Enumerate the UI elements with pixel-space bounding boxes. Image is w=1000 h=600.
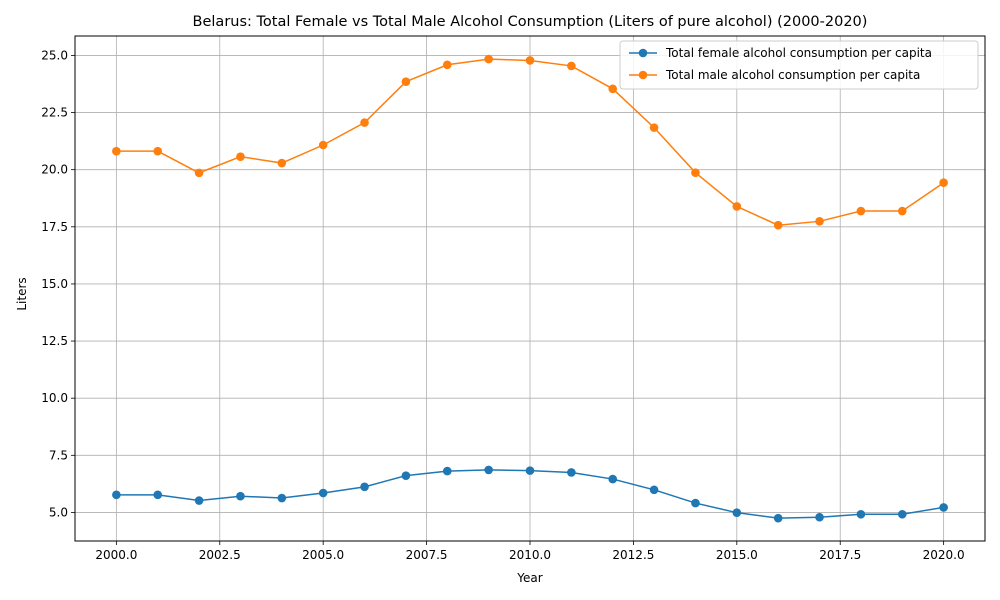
- data-point: [525, 466, 535, 475]
- y-tick-label: 12.5: [41, 334, 68, 348]
- y-tick-label: 5.0: [49, 505, 68, 519]
- x-tick-label: 2002.5: [199, 548, 241, 562]
- data-point: [484, 54, 493, 64]
- data-point: [608, 474, 618, 484]
- data-point: [236, 491, 245, 501]
- x-tick-label: 2010.0: [509, 548, 551, 562]
- data-point: [649, 485, 659, 495]
- y-tick-label: 22.5: [41, 106, 68, 120]
- data-point: [856, 509, 866, 519]
- data-point: [732, 508, 742, 517]
- legend-label: Total male alcohol consumption per capit…: [665, 68, 920, 82]
- data-point: [442, 60, 452, 70]
- legend-swatch-marker: [638, 48, 648, 58]
- x-tick-label: 2017.5: [819, 548, 861, 562]
- data-point: [194, 496, 204, 505]
- data-point: [897, 509, 907, 519]
- series-layer: [112, 54, 948, 523]
- legend-box: [619, 40, 979, 90]
- data-point: [567, 468, 576, 477]
- y-tick-label: 17.5: [41, 220, 68, 234]
- data-point: [112, 490, 121, 500]
- data-point: [649, 123, 659, 132]
- data-point: [691, 498, 700, 508]
- data-point: [360, 482, 369, 492]
- data-point: [773, 220, 783, 230]
- data-point: [525, 56, 535, 65]
- data-point: [194, 168, 204, 178]
- legend: Total female alcohol consumption per cap…: [619, 40, 979, 90]
- data-point: [939, 178, 948, 188]
- data-point: [732, 202, 742, 211]
- x-tick-label: 2015.0: [716, 548, 758, 562]
- data-point: [277, 493, 287, 503]
- plot-frame: [74, 35, 986, 542]
- y-tick-label: 7.5: [49, 448, 68, 462]
- axes: 2000.0 2002.5 2005.0 2007.5 2010.0 2012.5 2015…: [41, 48, 964, 562]
- y-axis-label: Liters: [15, 277, 29, 310]
- data-point: [856, 206, 866, 216]
- data-point: [815, 217, 824, 226]
- y-tick-label: 10.0: [41, 391, 68, 405]
- data-point: [401, 471, 411, 480]
- data-point: [318, 488, 328, 498]
- x-axis-label: Year: [516, 571, 542, 585]
- data-point: [691, 168, 700, 177]
- data-point: [112, 146, 121, 156]
- y-tick-label: 15.0: [41, 277, 68, 291]
- x-tick-label: 2000.0: [95, 548, 137, 562]
- x-tick-label: 2005.0: [302, 548, 344, 562]
- data-point: [360, 118, 369, 127]
- x-tick-label: 2012.5: [612, 548, 654, 562]
- data-point: [897, 206, 907, 216]
- data-point: [939, 503, 948, 512]
- series-female: [112, 465, 948, 523]
- data-point: [318, 140, 328, 150]
- y-tick-label: 25.0: [41, 48, 68, 62]
- data-point: [815, 512, 824, 522]
- data-point: [236, 152, 245, 161]
- chart-title: Belarus: Total Female vs Total Male Alco…: [193, 14, 868, 30]
- data-point: [442, 466, 452, 476]
- data-point: [277, 158, 287, 168]
- data-point: [484, 465, 493, 475]
- data-point: [401, 77, 411, 87]
- data-point: [153, 146, 163, 156]
- grid: [75, 36, 985, 541]
- x-tick-label: 2007.5: [406, 548, 448, 562]
- data-point: [153, 490, 163, 500]
- legend-swatch-marker: [638, 70, 648, 80]
- x-tick-label: 2020.0: [923, 548, 965, 562]
- y-tick-label: 20.0: [41, 163, 68, 177]
- series-male: [112, 54, 948, 230]
- legend-label: Total female alcohol consumption per cap…: [665, 46, 932, 60]
- data-point: [773, 513, 783, 523]
- data-point: [567, 61, 576, 71]
- data-point: [608, 84, 618, 94]
